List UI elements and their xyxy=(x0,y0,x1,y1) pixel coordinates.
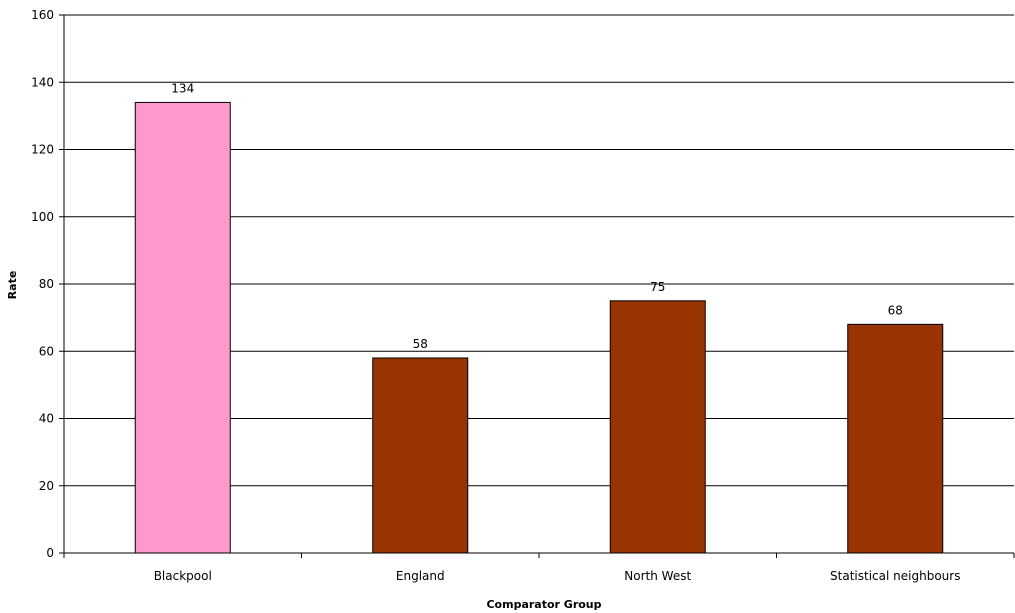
y-tick-label: 20 xyxy=(39,479,54,493)
bar-statistical-neighbours xyxy=(847,323,944,554)
labels: 0 20 40 60 80 100 120 140 160 134 Blackpool 58 Engla… xyxy=(31,8,960,583)
data-label: 68 xyxy=(888,303,903,317)
y-tick-label: 40 xyxy=(39,412,54,426)
y-tick-label: 120 xyxy=(31,143,54,157)
axes xyxy=(59,14,1015,558)
bar-england xyxy=(372,357,469,554)
data-label: 134 xyxy=(171,81,194,95)
y-tick-label: 80 xyxy=(39,277,54,291)
y-tick-label: 140 xyxy=(31,75,54,89)
x-axis-title: Comparator Group xyxy=(486,598,601,611)
x-tick-label: England xyxy=(396,569,445,583)
data-label: 75 xyxy=(650,280,665,294)
y-tick-label: 60 xyxy=(39,344,54,358)
bars xyxy=(134,101,944,554)
x-tick-label: Statistical neighbours xyxy=(830,569,960,583)
y-axis-title: Rate xyxy=(6,271,19,300)
x-tick-label: Blackpool xyxy=(154,569,212,583)
data-label: 58 xyxy=(413,337,428,351)
bar-north-west xyxy=(609,300,706,554)
y-tick-label: 160 xyxy=(31,8,54,22)
y-tick-label: 0 xyxy=(46,546,54,560)
y-tick-label: 100 xyxy=(31,210,54,224)
x-tick-label: North West xyxy=(624,569,691,583)
bar-blackpool xyxy=(134,101,231,554)
